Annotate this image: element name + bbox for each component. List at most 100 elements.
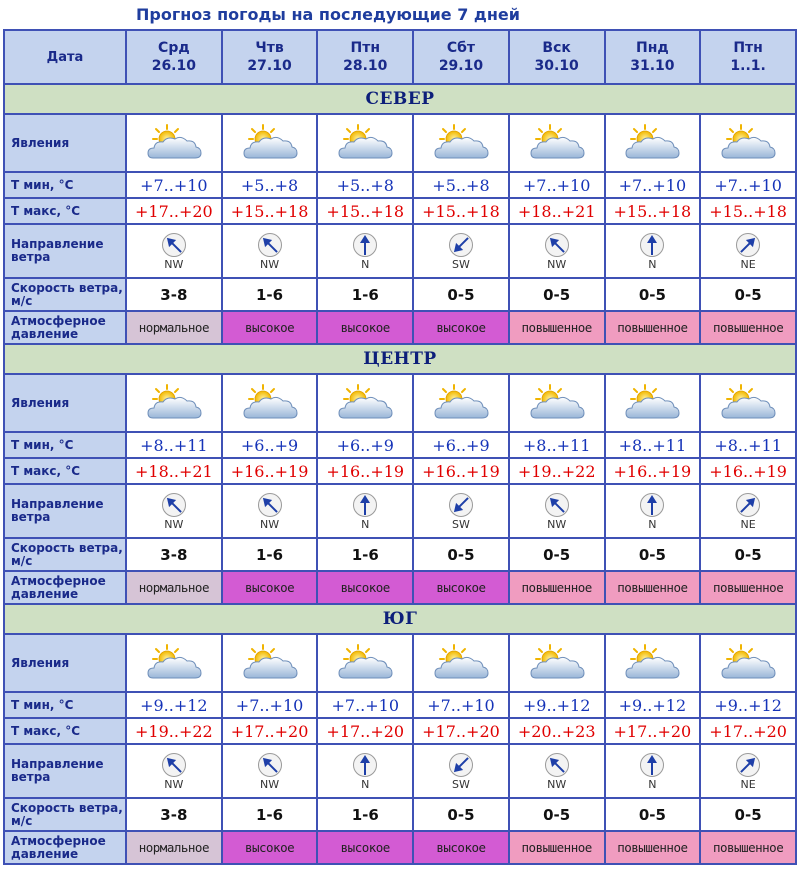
phenomena-cell	[222, 635, 317, 691]
wind-direction-cell: NW	[222, 745, 317, 797]
wind-direction-text: N	[361, 257, 370, 271]
tmax-cell: +15..+18	[701, 199, 795, 223]
pressure-cell: повышенное	[701, 832, 795, 863]
partly-cloudy-icon	[243, 384, 298, 419]
tmin-label: Т мин, °С	[5, 693, 125, 717]
pressure-cell: высокое	[318, 832, 413, 863]
wind-arrow-icon	[257, 232, 282, 257]
day-date: 31.10	[630, 58, 675, 74]
wind-speed-cell: 0-5	[605, 539, 700, 570]
wind-direction-cell: NW	[509, 485, 604, 537]
wind-speed-row: Скорость ветра, м/с 3-8 1-6 1-6 0-5 0-5 0-5 0-5	[5, 799, 795, 830]
day-of-week: Вск	[542, 40, 571, 56]
pressure-cell: повышенное	[701, 312, 795, 343]
region-name: ЮГ	[5, 605, 795, 633]
wind-arrow-icon	[257, 492, 282, 517]
wind-speed-cell: 0-5	[414, 279, 508, 310]
phenomena-cell	[318, 635, 413, 691]
phenomena-cell	[318, 375, 413, 431]
tmax-cell: +15..+18	[414, 199, 508, 223]
wind-arrow-icon	[448, 752, 473, 777]
pressure-cell: повышенное	[605, 572, 700, 603]
wind-direction-text: N	[361, 777, 370, 791]
wind-arrow-icon	[353, 492, 378, 517]
wind-arrow-icon	[640, 232, 665, 257]
pressure-cell: нормальное	[127, 832, 221, 863]
day-header: Сбт 29.10	[414, 31, 508, 83]
wind-direction-text: SW	[452, 777, 470, 791]
wind-direction-label: Направление ветра	[5, 745, 125, 797]
wind-speed-cell: 1-6	[318, 539, 413, 570]
phenomena-label: Явления	[5, 375, 125, 431]
wind-direction-text: NE	[740, 777, 756, 791]
tmin-cell: +7..+10	[605, 173, 700, 197]
tmax-cell: +16..+19	[605, 459, 700, 483]
wind-direction-cell: N	[318, 225, 413, 277]
tmin-row: Т мин, °С +7..+10 +5..+8 +5..+8 +5..+8 +7..+1…	[5, 173, 795, 197]
tmin-cell: +5..+8	[222, 173, 317, 197]
pressure-cell: повышенное	[605, 312, 700, 343]
tmin-row: Т мин, °С +9..+12 +7..+10 +7..+10 +7..+10 +9.…	[5, 693, 795, 717]
tmax-cell: +15..+18	[318, 199, 413, 223]
page-title: Прогноз погоды на последующие 7 дней	[136, 5, 520, 24]
phenomena-cell	[509, 375, 604, 431]
wind-direction-cell: SW	[414, 485, 508, 537]
day-date: 27.10	[247, 58, 292, 74]
wind-direction-cell: NE	[701, 225, 795, 277]
wind-arrow-icon	[544, 492, 569, 517]
phenomena-cell	[605, 375, 700, 431]
tmax-cell: +15..+18	[222, 199, 317, 223]
day-of-week: Птн	[350, 40, 381, 56]
partly-cloudy-icon	[721, 124, 776, 159]
tmax-cell: +18..+21	[509, 199, 604, 223]
tmin-cell: +7..+10	[509, 173, 604, 197]
wind-arrow-icon	[161, 752, 186, 777]
pressure-cell: высокое	[318, 572, 413, 603]
wind-speed-cell: 0-5	[605, 799, 700, 830]
tmin-cell: +5..+8	[414, 173, 508, 197]
wind-direction-cell: N	[605, 745, 700, 797]
day-of-week: Пнд	[636, 40, 669, 56]
day-date: 30.10	[534, 58, 579, 74]
wind-arrow-icon	[736, 492, 761, 517]
partly-cloudy-icon	[338, 644, 393, 679]
phenomena-cell	[127, 115, 221, 171]
partly-cloudy-icon	[721, 384, 776, 419]
wind-direction-cell: NW	[509, 745, 604, 797]
tmax-cell: +17..+20	[414, 719, 508, 743]
wind-direction-text: NE	[740, 257, 756, 271]
tmax-label: Т макс, °С	[5, 459, 125, 483]
wind-arrow-icon	[353, 752, 378, 777]
tmin-cell: +9..+12	[701, 693, 795, 717]
wind-direction-cell: NW	[222, 225, 317, 277]
pressure-cell: повышенное	[509, 832, 604, 863]
tmin-cell: +6..+9	[318, 433, 413, 457]
wind-direction-cell: N	[318, 485, 413, 537]
pressure-cell: высокое	[414, 832, 508, 863]
region-row: ЮГ	[5, 605, 795, 633]
wind-direction-text: N	[648, 517, 657, 531]
wind-direction-text: NE	[740, 517, 756, 531]
wind-speed-label: Скорость ветра, м/с	[5, 799, 125, 830]
partly-cloudy-icon	[434, 384, 489, 419]
tmin-cell: +8..+11	[127, 433, 221, 457]
tmin-label: Т мин, °С	[5, 433, 125, 457]
partly-cloudy-icon	[243, 644, 298, 679]
pressure-cell: нормальное	[127, 572, 221, 603]
tmax-label: Т макс, °С	[5, 199, 125, 223]
wind-direction-text: NW	[547, 777, 567, 791]
tmax-row: Т макс, °С +18..+21 +16..+19 +16..+19 +16..+…	[5, 459, 795, 483]
tmax-cell: +16..+19	[318, 459, 413, 483]
wind-speed-label: Скорость ветра, м/с	[5, 539, 125, 570]
wind-direction-cell: NE	[701, 485, 795, 537]
wind-speed-cell: 0-5	[414, 539, 508, 570]
date-row: Дата Срд 26.10 Чтв 27.10 Птн 28.10 Сбт 29.10 Вск 3…	[5, 31, 795, 83]
wind-speed-cell: 0-5	[509, 539, 604, 570]
pressure-row: Атмосферное давление нормальное высокое выс…	[5, 832, 795, 863]
pressure-cell: повышенное	[509, 312, 604, 343]
wind-direction-cell: NW	[127, 745, 221, 797]
pressure-cell: высокое	[222, 312, 317, 343]
phenomena-cell	[701, 375, 795, 431]
tmin-cell: +7..+10	[127, 173, 221, 197]
day-header: Пнд 31.10	[605, 31, 700, 83]
